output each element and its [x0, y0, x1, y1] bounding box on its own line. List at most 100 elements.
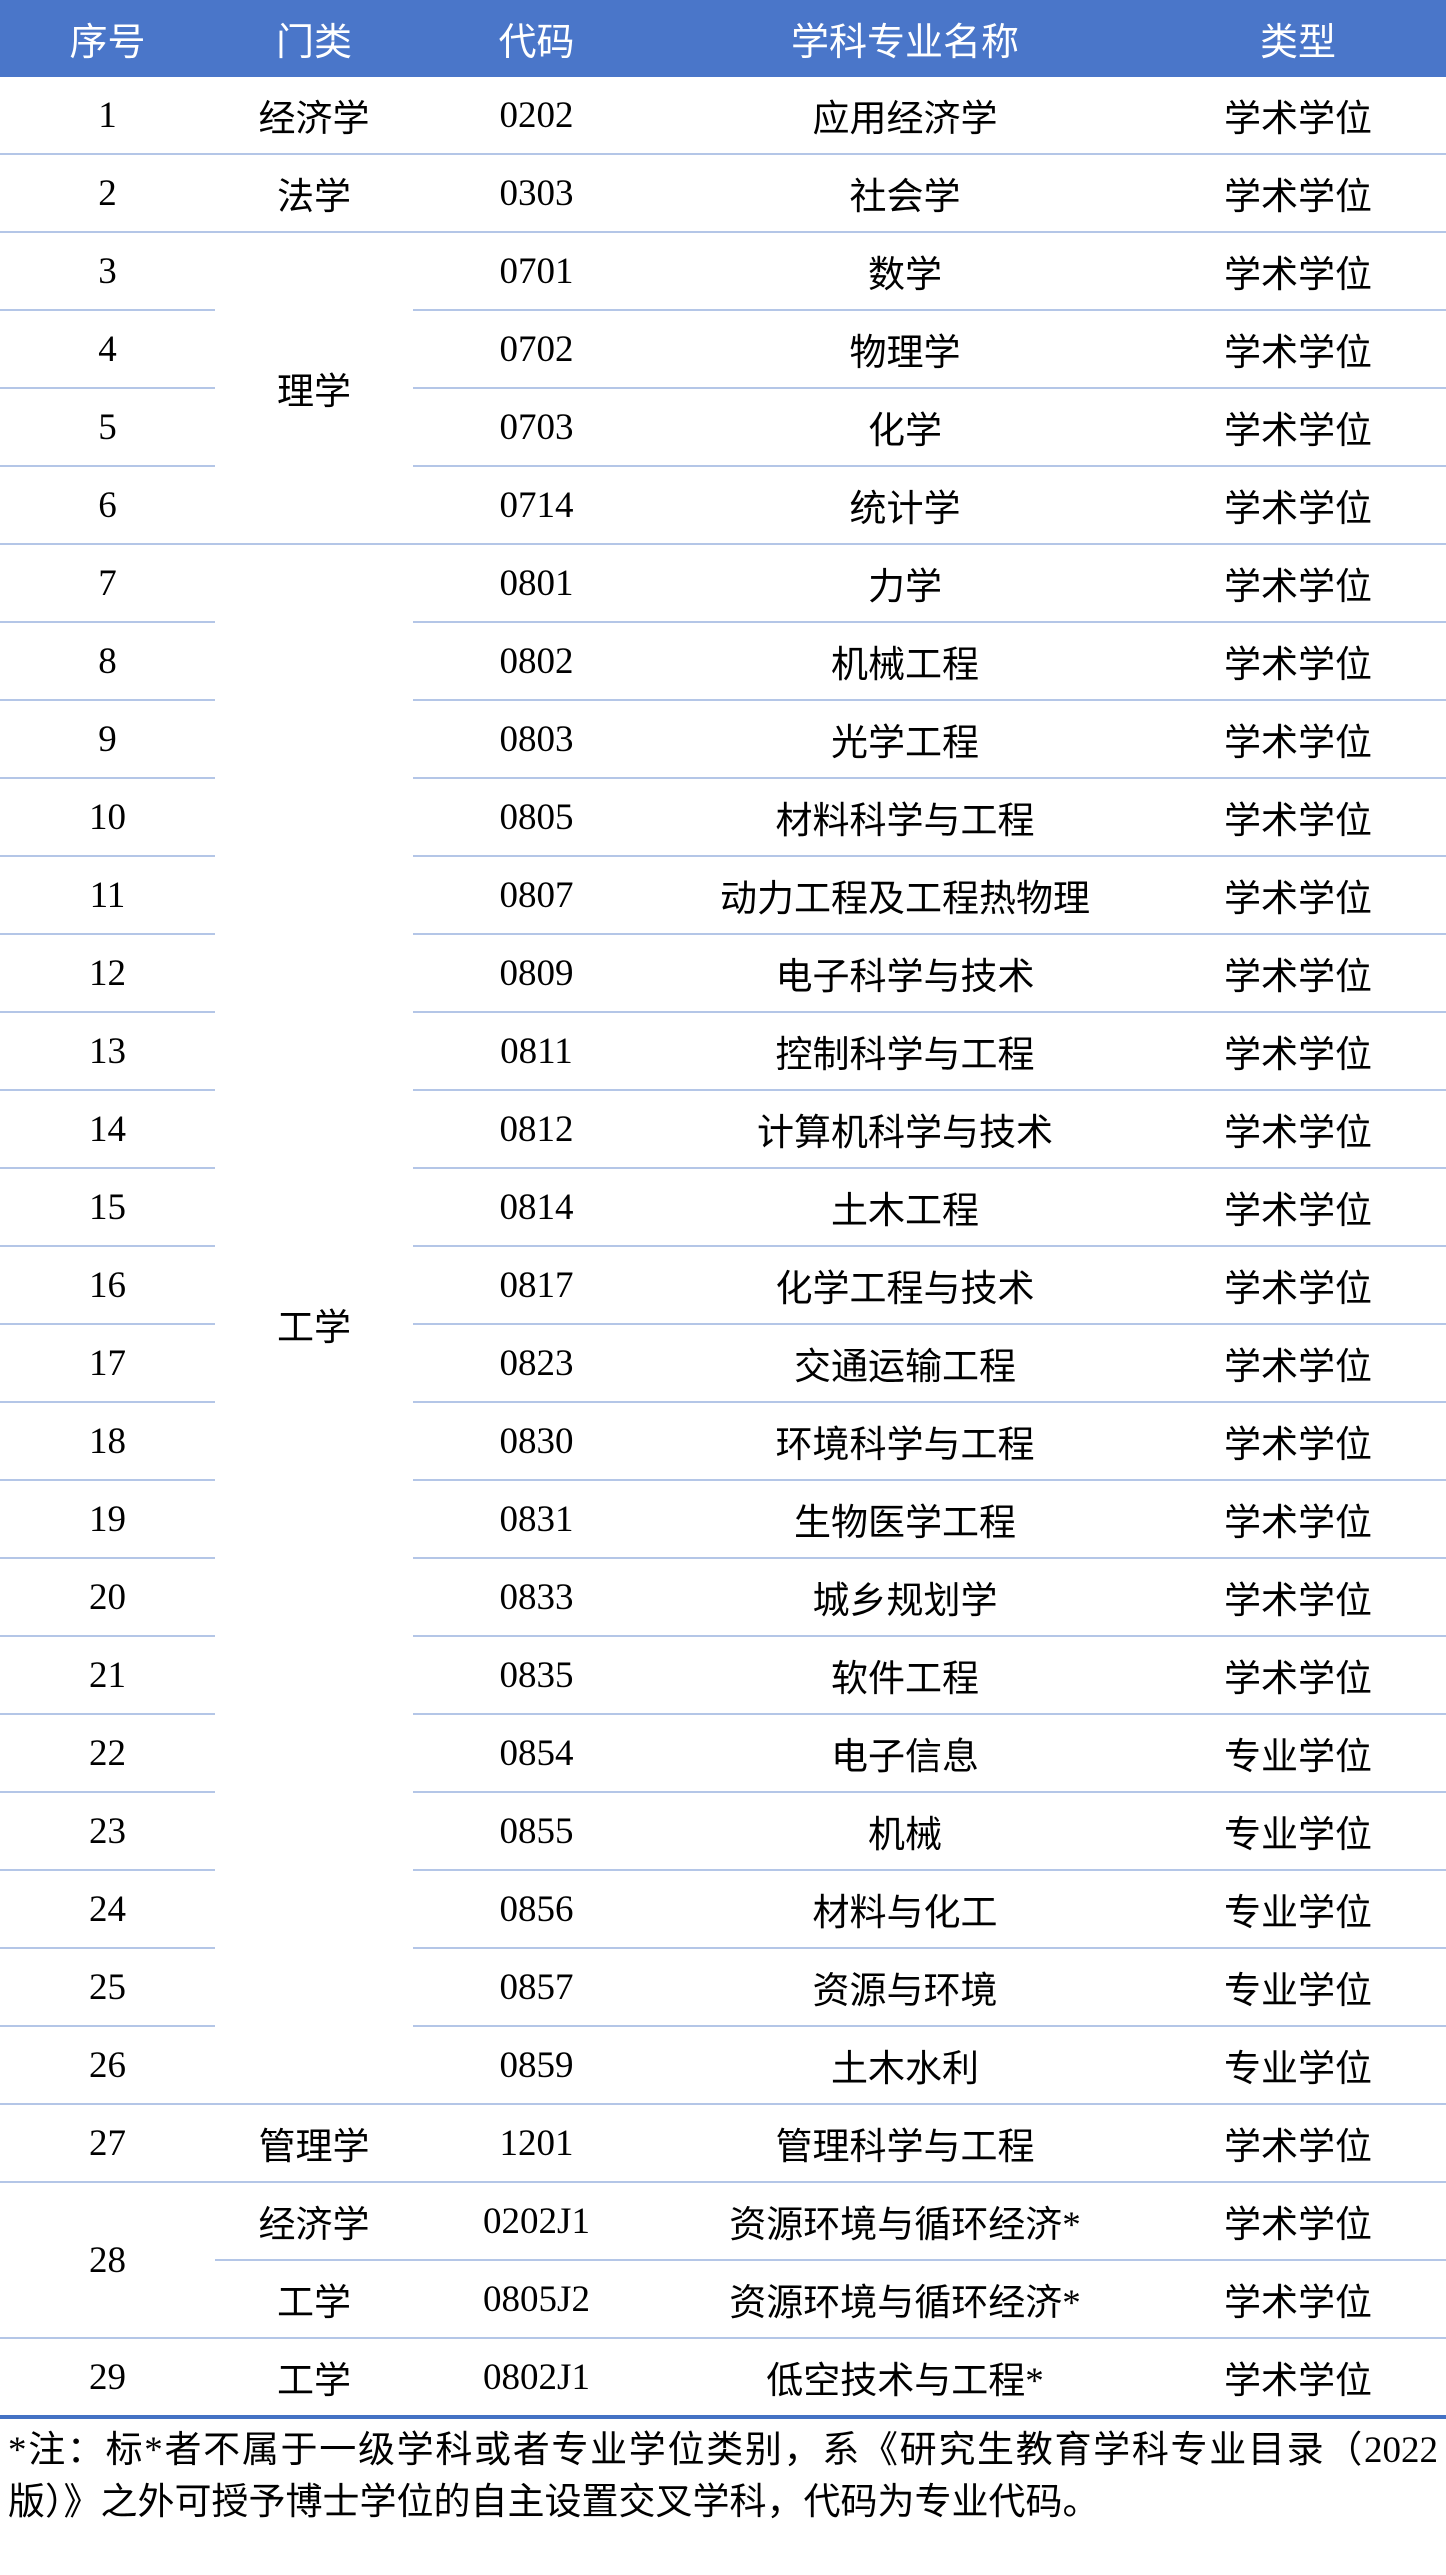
type-cell: 专业学位: [1150, 2026, 1446, 2105]
name-cell: 社会学: [660, 154, 1150, 233]
code-cell: 0857: [413, 1948, 660, 2027]
category-cell: 工学: [215, 2260, 413, 2339]
type-cell: 学术学位: [1150, 1012, 1446, 1091]
name-cell: 机械工程: [660, 622, 1150, 701]
code-cell: 0823: [413, 1324, 660, 1403]
table-row: 26 0859 土木水利 专业学位: [0, 2026, 1446, 2105]
seq-cell: 8: [0, 622, 215, 701]
table-row: 22 0854 电子信息 专业学位: [0, 1714, 1446, 1793]
category-cell: 理学: [215, 232, 413, 545]
category-cell: 工学: [215, 2338, 413, 2419]
type-cell: 学术学位: [1150, 1402, 1446, 1481]
table-row: 16 0817 化学工程与技术 学术学位: [0, 1246, 1446, 1325]
table-row: 11 0807 动力工程及工程热物理 学术学位: [0, 856, 1446, 935]
type-cell: 学术学位: [1150, 310, 1446, 389]
type-cell: 学术学位: [1150, 856, 1446, 935]
name-cell: 力学: [660, 544, 1150, 623]
code-cell: 0702: [413, 310, 660, 389]
type-cell: 专业学位: [1150, 1714, 1446, 1793]
name-cell: 生物医学工程: [660, 1480, 1150, 1559]
seq-cell: 16: [0, 1246, 215, 1325]
code-cell: 0703: [413, 388, 660, 467]
name-cell: 电子信息: [660, 1714, 1150, 1793]
name-cell: 软件工程: [660, 1636, 1150, 1715]
table-row: 1 经济学 0202 应用经济学 学术学位: [0, 77, 1446, 155]
type-cell: 学术学位: [1150, 544, 1446, 623]
code-cell: 0807: [413, 856, 660, 935]
code-cell: 0202J1: [413, 2182, 660, 2261]
footnote: *注：标*者不属于一级学科或者专业学位类别，系《研究生教育学科专业目录（2022…: [8, 2430, 1438, 2523]
seq-cell: 19: [0, 1480, 215, 1559]
table-row: 3 理学 0701 数学 学术学位: [0, 232, 1446, 545]
type-cell: 专业学位: [1150, 1792, 1446, 1871]
seq-cell: 7: [0, 544, 215, 623]
code-cell: 0802J1: [413, 2338, 660, 2419]
table-row: 20 0833 城乡规划学 学术学位: [0, 1558, 1446, 1637]
type-cell: 学术学位: [1150, 778, 1446, 857]
type-cell: 学术学位: [1150, 1480, 1446, 1559]
table-row: 14 0812 计算机科学与技术 学术学位: [0, 1090, 1446, 1169]
header-type: 类型: [1150, 0, 1446, 77]
table-row: 25 0857 资源与环境 专业学位: [0, 1948, 1446, 2027]
table-row: 9 0803 光学工程 学术学位: [0, 700, 1446, 779]
code-cell: 0812: [413, 1090, 660, 1169]
name-cell: 资源环境与循环经济*: [660, 2182, 1150, 2261]
seq-cell: 20: [0, 1558, 215, 1637]
seq-cell: 9: [0, 700, 215, 779]
table-row: 27 管理学 1201 管理科学与工程 学术学位: [0, 2104, 1446, 2183]
seq-cell: 17: [0, 1324, 215, 1403]
table-row: 8 0802 机械工程 学术学位: [0, 622, 1446, 701]
code-cell: 0811: [413, 1012, 660, 1091]
name-cell: 物理学: [660, 310, 1150, 389]
type-cell: 学术学位: [1150, 1558, 1446, 1637]
name-cell: 化学: [660, 388, 1150, 467]
seq-cell: 11: [0, 856, 215, 935]
table-row: 15 0814 土木工程 学术学位: [0, 1168, 1446, 1247]
table-row: 19 0831 生物医学工程 学术学位: [0, 1480, 1446, 1559]
name-cell: 控制科学与工程: [660, 1012, 1150, 1091]
seq-cell: 4: [0, 310, 215, 389]
type-cell: 学术学位: [1150, 2338, 1446, 2419]
seq-cell: 14: [0, 1090, 215, 1169]
name-cell: 数学: [660, 232, 1150, 311]
name-cell: 机械: [660, 1792, 1150, 1871]
type-cell: 学术学位: [1150, 934, 1446, 1013]
type-cell: 学术学位: [1150, 1090, 1446, 1169]
name-cell: 光学工程: [660, 700, 1150, 779]
type-cell: 学术学位: [1150, 700, 1446, 779]
code-cell: 0831: [413, 1480, 660, 1559]
code-cell: 0803: [413, 700, 660, 779]
code-cell: 0303: [413, 154, 660, 233]
table-row: 5 0703 化学 学术学位: [0, 388, 1446, 467]
name-cell: 低空技术与工程*: [660, 2338, 1150, 2419]
seq-cell: 28: [0, 2182, 215, 2339]
type-cell: 学术学位: [1150, 1324, 1446, 1403]
name-cell: 土木水利: [660, 2026, 1150, 2105]
type-cell: 学术学位: [1150, 466, 1446, 545]
type-cell: 学术学位: [1150, 2104, 1446, 2183]
name-cell: 交通运输工程: [660, 1324, 1150, 1403]
name-cell: 计算机科学与技术: [660, 1090, 1150, 1169]
name-cell: 城乡规划学: [660, 1558, 1150, 1637]
type-cell: 学术学位: [1150, 1168, 1446, 1247]
category-cell: 经济学: [215, 2182, 413, 2261]
header-category: 门类: [215, 0, 413, 77]
table-row: 18 0830 环境科学与工程 学术学位: [0, 1402, 1446, 1481]
seq-cell: 3: [0, 232, 215, 311]
type-cell: 学术学位: [1150, 154, 1446, 233]
header-seq: 序号: [0, 0, 215, 77]
table-row: 24 0856 材料与化工 专业学位: [0, 1870, 1446, 1949]
name-cell: 化学工程与技术: [660, 1246, 1150, 1325]
type-cell: 学术学位: [1150, 2182, 1446, 2261]
name-cell: 资源环境与循环经济*: [660, 2260, 1150, 2339]
seq-cell: 1: [0, 77, 215, 155]
seq-cell: 26: [0, 2026, 215, 2105]
category-cell: 法学: [215, 154, 413, 233]
name-cell: 材料科学与工程: [660, 778, 1150, 857]
seq-cell: 10: [0, 778, 215, 857]
seq-cell: 25: [0, 1948, 215, 2027]
seq-cell: 13: [0, 1012, 215, 1091]
type-cell: 学术学位: [1150, 1246, 1446, 1325]
seq-cell: 27: [0, 2104, 215, 2183]
header-name: 学科专业名称: [660, 0, 1150, 77]
